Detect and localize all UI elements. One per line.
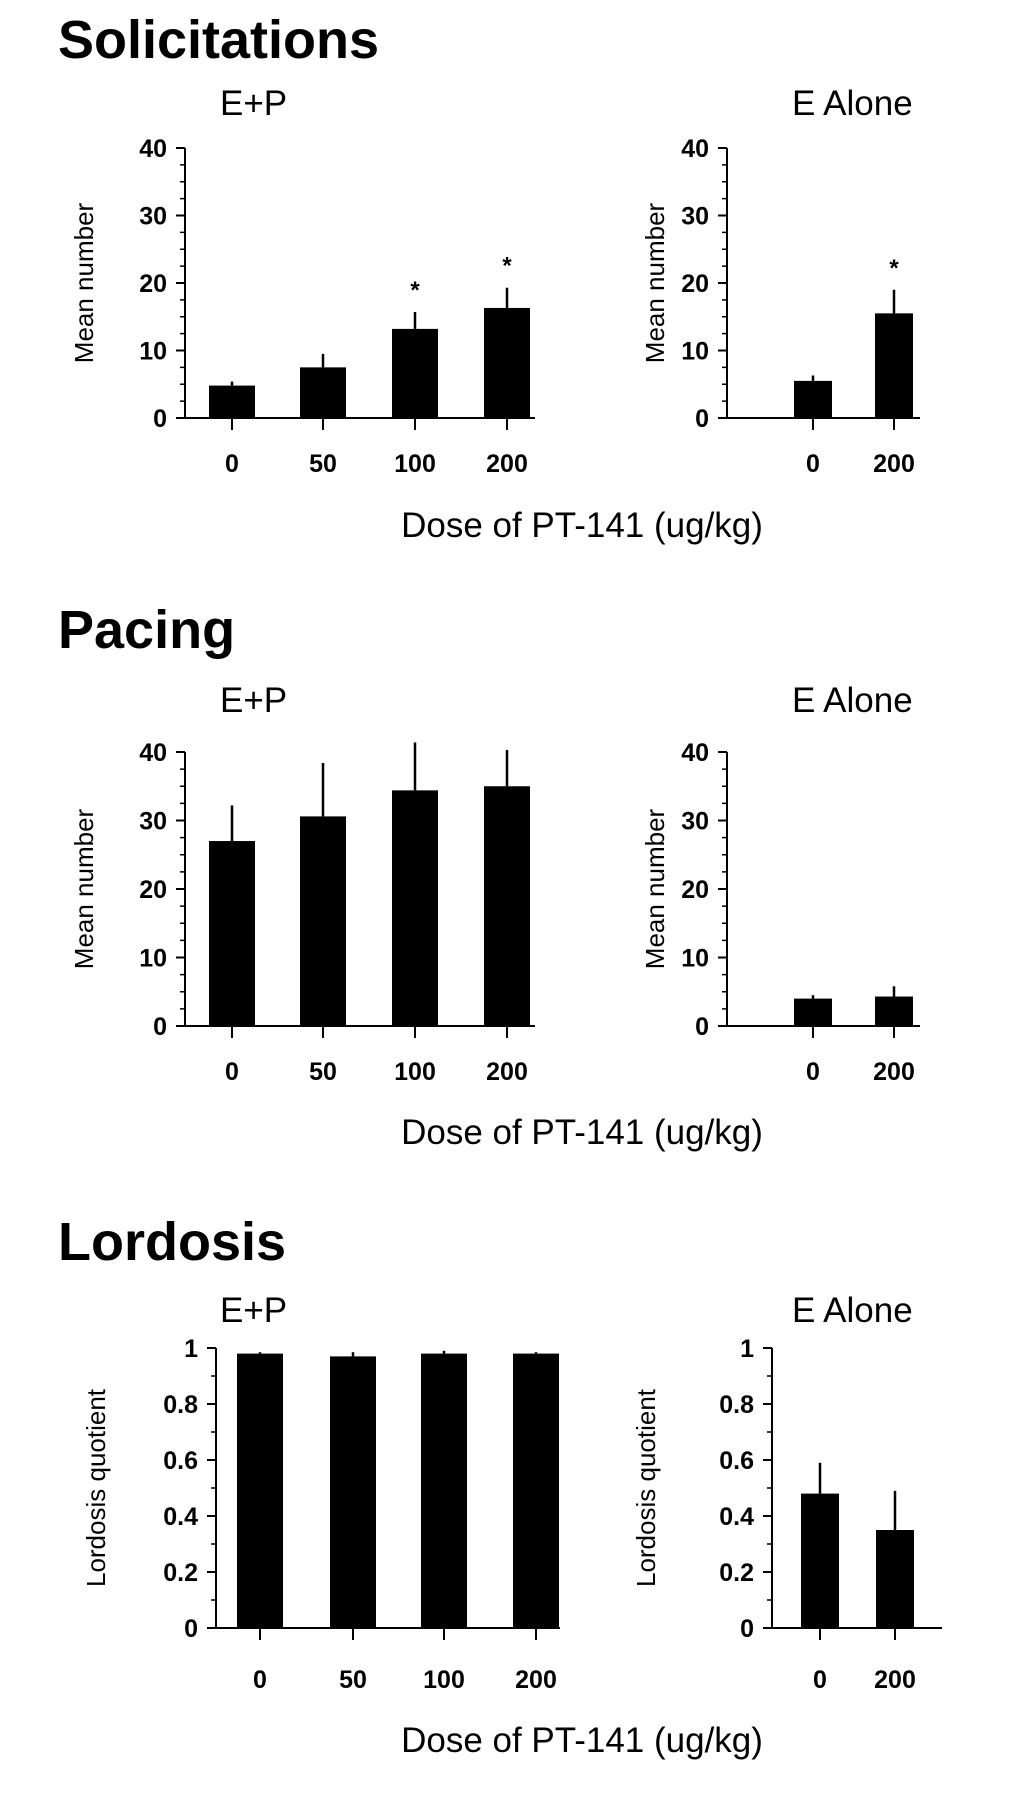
bar	[209, 841, 255, 1026]
y-tick-label: 0	[184, 1615, 198, 1643]
bar	[875, 313, 913, 418]
chart-title: E Alone	[792, 84, 913, 123]
x-tick-label: 0	[225, 450, 239, 478]
y-tick-label: 10	[681, 945, 709, 973]
y-tick-label: 30	[681, 203, 709, 231]
x-tick-label: 0	[253, 1666, 267, 1694]
y-tick-label: 0.8	[719, 1391, 754, 1419]
x-tick-label: 200	[873, 1058, 915, 1086]
y-tick-label: 20	[681, 876, 709, 904]
y-tick-label: 20	[681, 270, 709, 298]
bar	[392, 328, 438, 418]
chart-title: E Alone	[792, 1291, 913, 1330]
bar	[484, 307, 530, 418]
chart-title: E+P	[220, 681, 287, 720]
bar	[330, 1356, 376, 1628]
y-tick-label: 0.6	[719, 1447, 754, 1475]
x-axis-title: Dose of PT-141 (ug/kg)	[401, 1113, 763, 1152]
y-tick-label: 1	[740, 1335, 754, 1363]
bar	[421, 1353, 467, 1628]
y-tick-label: 30	[139, 203, 167, 231]
y-tick-label: 0.6	[163, 1447, 198, 1475]
y-tick-label: 40	[139, 739, 167, 767]
x-tick-label: 200	[486, 450, 528, 478]
y-tick-label: 0	[695, 1013, 709, 1041]
chart-title: E Alone	[792, 681, 913, 720]
x-tick-label: 50	[309, 1058, 337, 1086]
y-tick-label: 0.2	[163, 1559, 198, 1587]
x-tick-label: 200	[873, 450, 915, 478]
x-tick-label: 0	[806, 450, 820, 478]
y-tick-label: 30	[139, 808, 167, 836]
bar	[801, 1493, 839, 1628]
y-tick-label: 40	[681, 135, 709, 163]
bar	[513, 1353, 559, 1628]
y-tick-label: 30	[681, 808, 709, 836]
significance-marker: *	[889, 255, 899, 282]
y-tick-label: 40	[139, 135, 167, 163]
bar	[794, 380, 832, 418]
x-tick-label: 0	[225, 1058, 239, 1086]
significance-marker: *	[502, 253, 512, 280]
y-axis-label: Lordosis quotient	[81, 1388, 111, 1587]
chart-title: E+P	[220, 84, 287, 123]
y-tick-label: 0	[153, 1013, 167, 1041]
y-tick-label: 10	[139, 338, 167, 366]
section-title: Solicitations	[58, 10, 379, 70]
x-axis-title: Dose of PT-141 (ug/kg)	[401, 506, 763, 545]
bar	[237, 1353, 283, 1628]
y-tick-label: 40	[681, 739, 709, 767]
y-tick-label: 0	[153, 405, 167, 433]
y-tick-label: 0.4	[719, 1503, 754, 1531]
bar	[209, 385, 255, 418]
bar	[300, 816, 346, 1026]
x-tick-label: 50	[339, 1666, 367, 1694]
y-axis-label: Mean number	[640, 202, 670, 363]
bar	[484, 786, 530, 1026]
x-tick-label: 100	[394, 450, 436, 478]
y-tick-label: 0.4	[163, 1503, 198, 1531]
x-tick-label: 200	[486, 1058, 528, 1086]
bar	[876, 1530, 914, 1628]
y-tick-label: 0	[695, 405, 709, 433]
section-title: Lordosis	[58, 1212, 286, 1272]
x-tick-label: 0	[806, 1058, 820, 1086]
y-tick-label: 10	[139, 945, 167, 973]
y-tick-label: 1	[184, 1335, 198, 1363]
y-tick-label: 0.2	[719, 1559, 754, 1587]
y-tick-label: 0.8	[163, 1391, 198, 1419]
x-tick-label: 50	[309, 450, 337, 478]
x-tick-label: 100	[423, 1666, 465, 1694]
y-axis-label: Lordosis quotient	[631, 1388, 661, 1587]
bar	[875, 996, 913, 1026]
x-tick-label: 100	[394, 1058, 436, 1086]
chart-title: E+P	[220, 1291, 287, 1330]
x-tick-label: 200	[515, 1666, 557, 1694]
significance-marker: *	[410, 277, 420, 304]
bar	[794, 998, 832, 1026]
y-axis-label: Mean number	[640, 808, 670, 969]
y-axis-label: Mean number	[69, 202, 99, 363]
y-axis-label: Mean number	[69, 808, 99, 969]
y-tick-label: 10	[681, 338, 709, 366]
y-tick-label: 20	[139, 876, 167, 904]
bar	[392, 790, 438, 1026]
y-tick-label: 20	[139, 270, 167, 298]
bar	[300, 367, 346, 418]
x-tick-label: 200	[874, 1666, 916, 1694]
x-axis-title: Dose of PT-141 (ug/kg)	[401, 1721, 763, 1760]
section-title: Pacing	[58, 600, 235, 660]
y-tick-label: 0	[740, 1615, 754, 1643]
x-tick-label: 0	[813, 1666, 827, 1694]
